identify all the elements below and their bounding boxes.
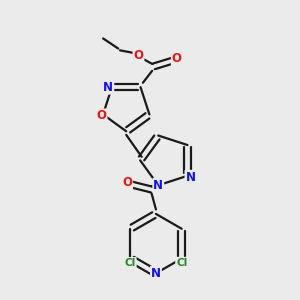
Text: N: N (185, 171, 196, 184)
Text: O: O (122, 176, 132, 189)
Text: N: N (153, 179, 163, 192)
Text: N: N (103, 81, 113, 94)
Text: O: O (134, 49, 143, 62)
Text: O: O (97, 110, 106, 122)
Text: Cl: Cl (176, 258, 187, 268)
Text: O: O (172, 52, 182, 65)
Text: Cl: Cl (124, 258, 136, 268)
Text: N: N (151, 267, 161, 280)
